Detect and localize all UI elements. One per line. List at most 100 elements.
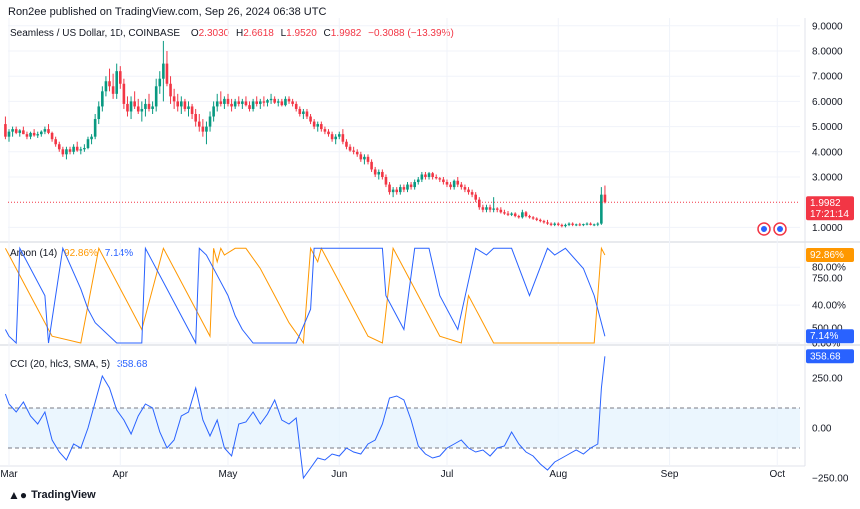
open-value: 2.3030 xyxy=(198,28,230,39)
price-tick-label: 4.0000 xyxy=(812,147,843,158)
candle-body xyxy=(370,161,373,170)
candle-body xyxy=(488,207,492,210)
candle-body xyxy=(122,83,126,104)
candle-body xyxy=(226,98,230,104)
candle-body xyxy=(172,96,176,102)
event-flag-icon-inner xyxy=(777,226,783,232)
candle-body xyxy=(302,111,305,114)
candle-body xyxy=(460,184,463,188)
high-value: 2.6618 xyxy=(243,28,274,39)
candle-body xyxy=(180,101,183,107)
candle-body xyxy=(399,187,402,193)
candle-body xyxy=(4,124,7,137)
price-badge xyxy=(806,196,854,221)
candle-body xyxy=(241,101,244,104)
candle-body xyxy=(72,146,75,152)
candle-body xyxy=(29,132,32,137)
price-tick-label: 6.0000 xyxy=(812,97,843,108)
time-tick-label: Apr xyxy=(113,469,129,480)
candle-body xyxy=(230,103,233,107)
aroon-tick-label: 40.00% xyxy=(812,301,846,312)
candle-body xyxy=(431,173,434,177)
candle-body xyxy=(136,106,140,112)
candle-body xyxy=(215,101,219,107)
candle-body xyxy=(456,180,460,185)
candle-body xyxy=(305,111,309,117)
candle-body xyxy=(269,98,273,101)
candle-body xyxy=(442,179,445,183)
time-tick-label: May xyxy=(219,469,238,480)
change-value: −0.3088 (−13.39%) xyxy=(368,28,454,39)
candle-body xyxy=(97,106,101,120)
candle-body xyxy=(589,223,592,225)
candle-body xyxy=(334,136,337,140)
candle-body xyxy=(352,150,355,152)
candle-body xyxy=(22,130,25,135)
price-tick-label: 7.0000 xyxy=(812,72,843,83)
candle-body xyxy=(578,224,582,226)
aroon-up-line xyxy=(4,246,606,345)
candle-body xyxy=(449,184,452,188)
cci-tick-label: 250.00 xyxy=(812,374,843,385)
candle-body xyxy=(205,126,208,132)
time-tick-label: Sep xyxy=(661,469,679,480)
candle-body xyxy=(223,98,226,104)
tradingview-logo-icon: ▲● xyxy=(8,488,28,502)
candle-body xyxy=(133,101,136,107)
candle-body xyxy=(528,216,531,218)
candle-body xyxy=(291,101,294,104)
candle-body xyxy=(50,132,54,140)
tradingview-logo[interactable]: ▲● TradingView xyxy=(8,488,96,502)
aroon-down-value: 7.14% xyxy=(104,248,134,259)
candle-body xyxy=(492,208,495,210)
price-badge-text: 17:21:14 xyxy=(810,209,849,220)
candle-body xyxy=(521,212,524,218)
candle-body xyxy=(144,103,147,109)
high-label: H xyxy=(236,28,244,39)
candle-body xyxy=(312,121,316,127)
candle-body xyxy=(158,78,162,87)
candle-body xyxy=(309,116,312,122)
candle-body xyxy=(549,223,553,225)
candle-body xyxy=(495,208,499,210)
candle-body xyxy=(388,184,391,193)
time-tick-label: Jul xyxy=(441,469,454,480)
candle-body xyxy=(237,101,241,104)
candle-body xyxy=(517,216,521,218)
candle-body xyxy=(68,149,72,152)
candle-body xyxy=(287,98,291,102)
candle-body xyxy=(25,134,29,137)
cci-band xyxy=(8,408,800,448)
aroon-title: Aroon (14) xyxy=(10,248,58,259)
candle-body xyxy=(355,151,359,155)
candle-body xyxy=(481,207,485,210)
candle-body xyxy=(7,131,11,137)
candle-body xyxy=(524,212,528,217)
candle-body xyxy=(262,101,266,103)
candle-body xyxy=(377,171,381,175)
candle-body xyxy=(43,129,47,132)
candle-body xyxy=(413,182,416,188)
candle-body xyxy=(194,114,197,122)
candle-body xyxy=(600,194,603,224)
candle-body xyxy=(582,224,585,226)
candle-body xyxy=(363,156,366,160)
candle-body xyxy=(57,144,61,150)
candle-body xyxy=(75,146,79,151)
candle-body xyxy=(197,121,201,127)
candle-body xyxy=(187,106,190,109)
candle-body xyxy=(327,131,330,135)
candle-body xyxy=(452,180,456,188)
candle-body xyxy=(531,217,535,219)
aroon-down-badge-text: 7.14% xyxy=(810,331,838,342)
candle-body xyxy=(233,101,237,107)
price-tick-label: 1.0000 xyxy=(812,223,843,234)
candle-body xyxy=(276,101,280,103)
aroon-up-badge-text: 92.86% xyxy=(810,250,844,261)
candle-body xyxy=(47,129,50,133)
candle-body xyxy=(542,221,546,223)
candle-body xyxy=(384,177,388,185)
candle-body xyxy=(154,86,158,107)
candle-body xyxy=(176,101,180,107)
